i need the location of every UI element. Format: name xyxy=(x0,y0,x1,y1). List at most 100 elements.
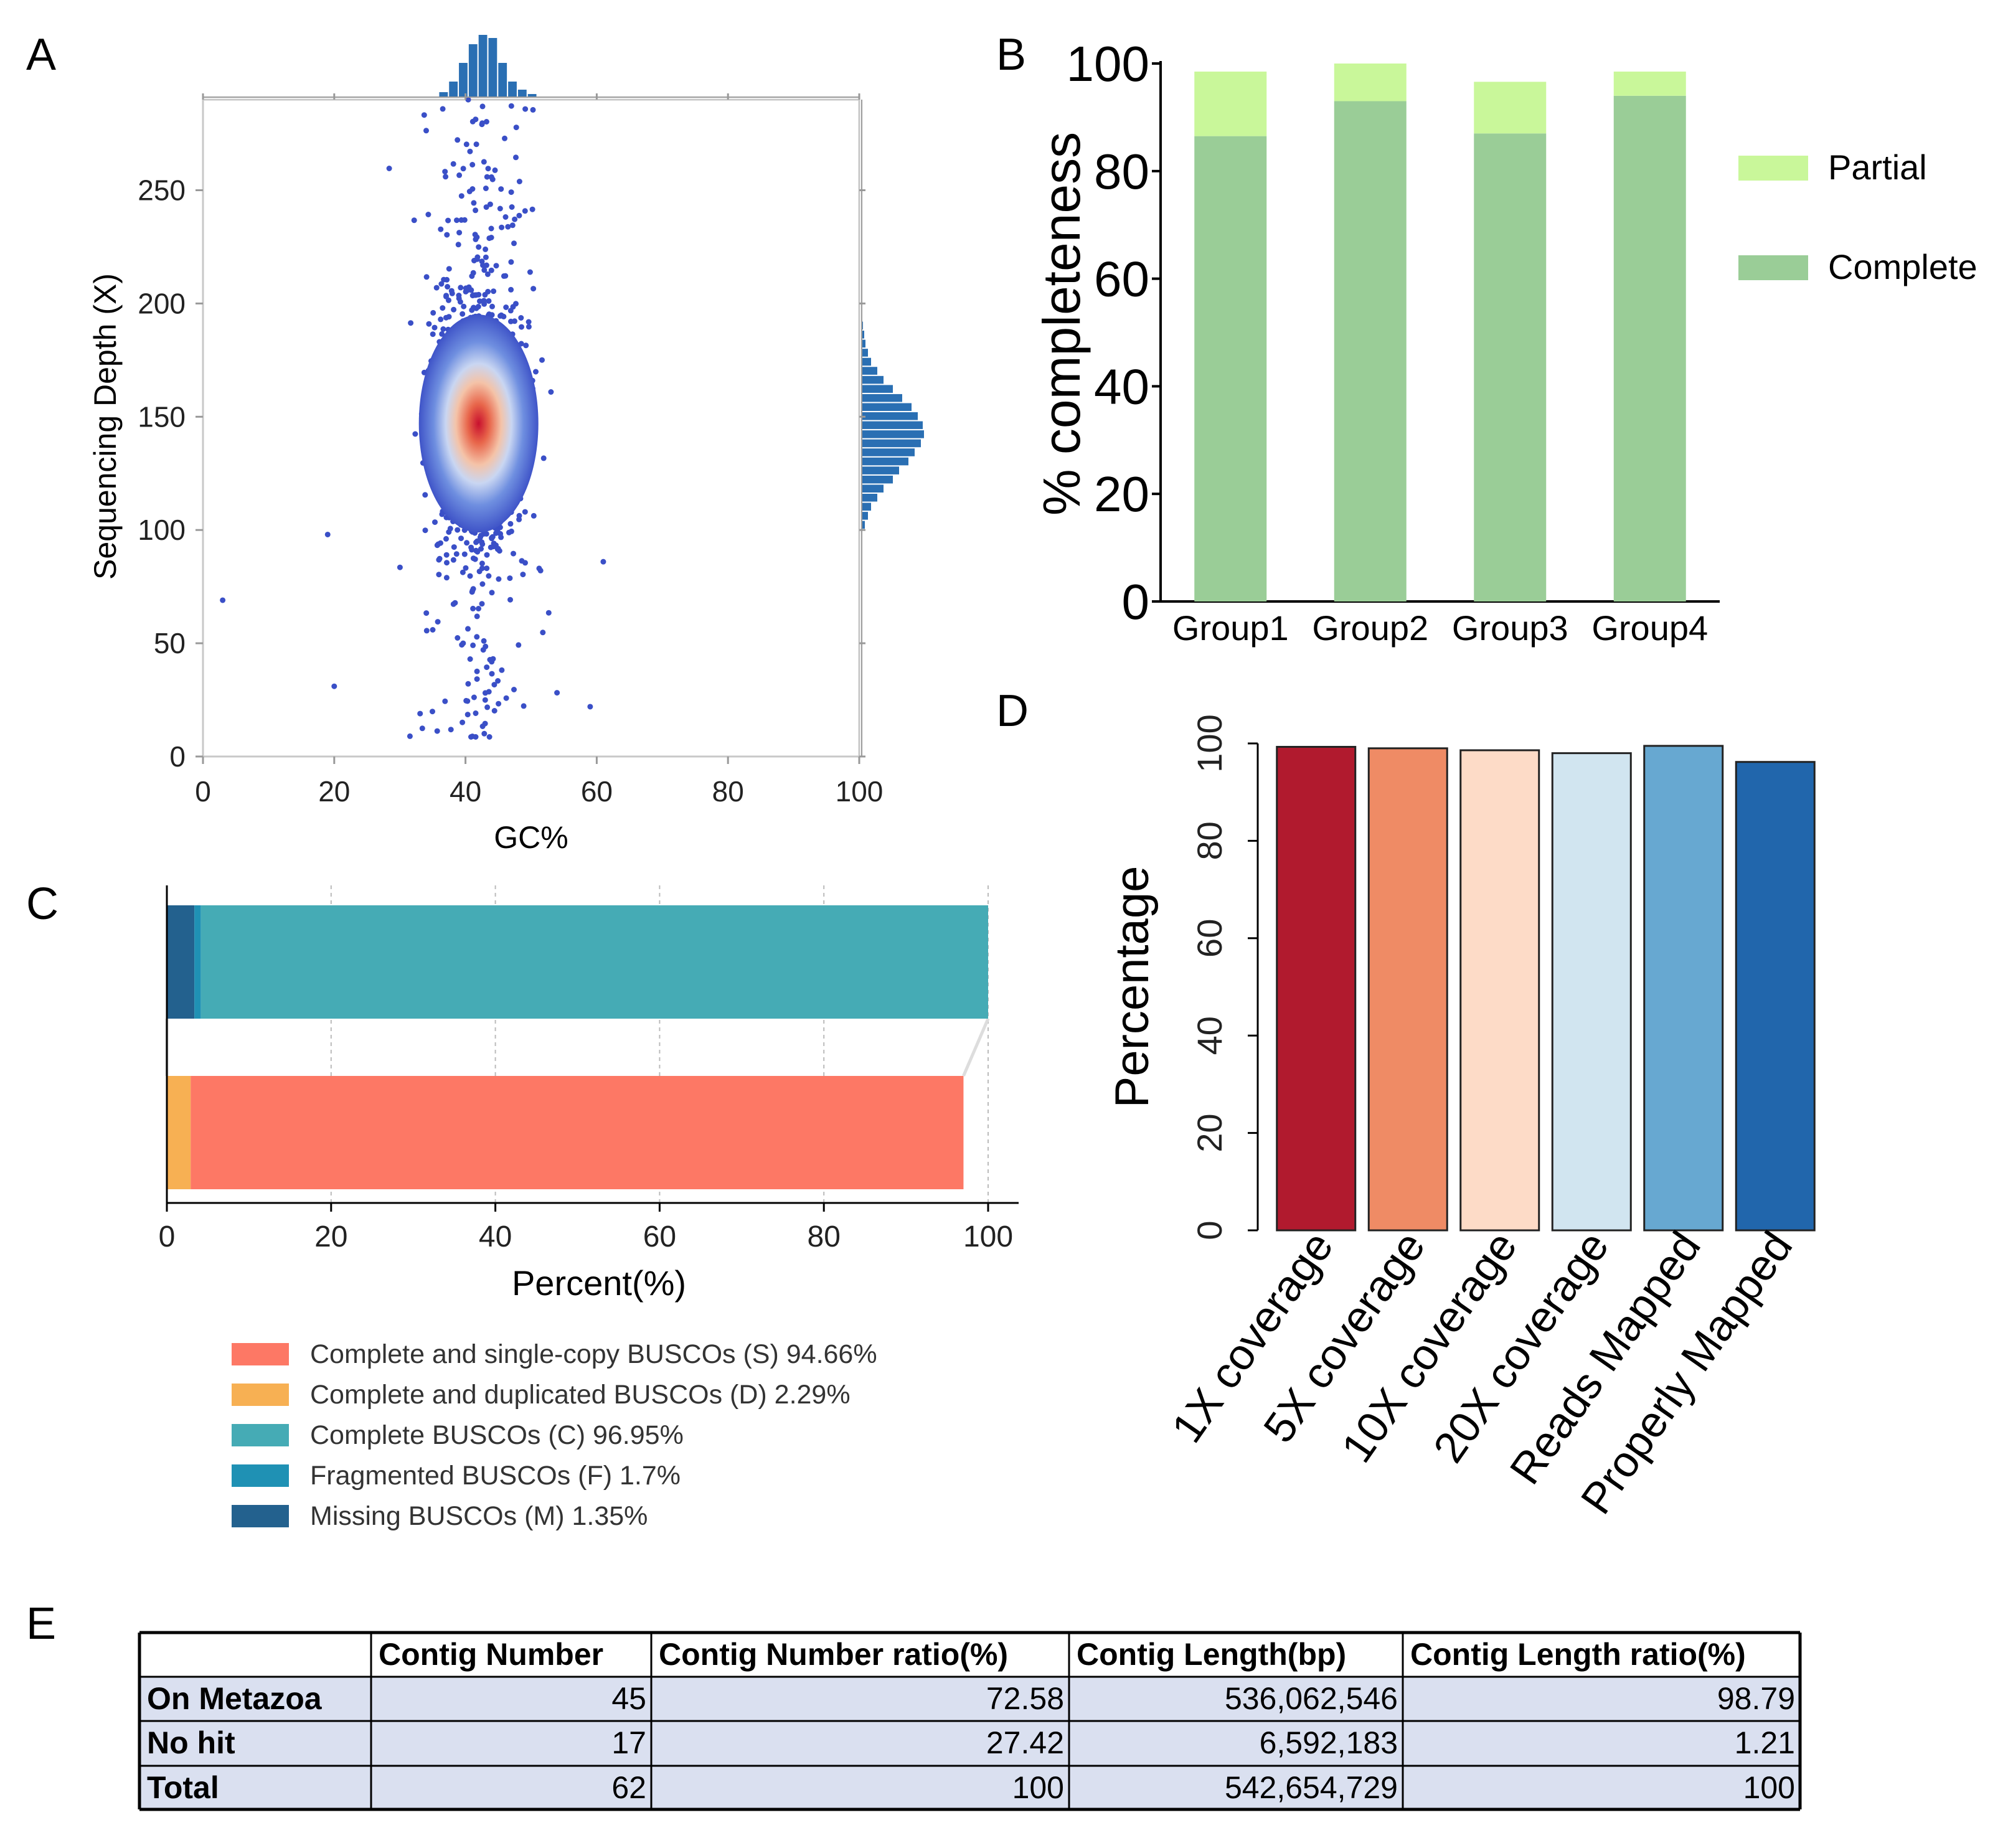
scatter-point xyxy=(498,186,504,192)
y-marginal-histogram xyxy=(861,100,924,757)
y-tick-label: 250 xyxy=(138,174,186,207)
scatter-point xyxy=(508,103,514,109)
scatter-point xyxy=(470,642,476,648)
y-hist-bar xyxy=(862,439,921,448)
panel-a-x-label: GC% xyxy=(494,820,568,855)
scatter-point xyxy=(423,274,430,280)
y-hist-bar xyxy=(862,457,908,466)
table-header-cell: Contig Number xyxy=(379,1637,603,1672)
legend-swatch xyxy=(232,1464,289,1487)
scatter-point xyxy=(440,326,446,332)
y-tick-label: 0 xyxy=(1122,574,1150,629)
x-tick-label: 20 xyxy=(314,1220,347,1253)
scatter-point xyxy=(456,230,463,236)
scatter-point xyxy=(443,535,449,542)
category-label: Group4 xyxy=(1591,608,1708,648)
scatter-point xyxy=(499,667,505,673)
scatter-point xyxy=(453,551,460,557)
y-tick-label: 50 xyxy=(154,627,186,659)
scatter-point xyxy=(518,315,524,321)
table-row-header: No hit xyxy=(147,1725,235,1760)
scatter-point xyxy=(477,298,483,304)
scatter-point xyxy=(470,605,476,611)
scatter-point xyxy=(460,569,466,575)
scatter-point xyxy=(508,528,514,534)
scatter-point xyxy=(489,303,495,309)
scatter-point xyxy=(503,304,509,310)
scatter-point xyxy=(474,549,481,555)
scatter-point xyxy=(548,389,554,395)
y-hist-bar xyxy=(862,331,864,339)
category-label: Group2 xyxy=(1312,608,1428,648)
legend-label: Fragmented BUSCOs (F) 1.7% xyxy=(310,1461,681,1491)
connector-right xyxy=(962,1018,990,1077)
scatter-point xyxy=(465,626,471,632)
y-hist-bar xyxy=(862,494,877,502)
table-cell: 17 xyxy=(611,1725,646,1760)
y-tick-label: 150 xyxy=(138,400,186,433)
panel-c-busco: 0 20 40 60 80 100 Percent(%) Complete and sin… xyxy=(159,885,1019,1531)
scatter-point xyxy=(479,258,485,265)
scatter-point xyxy=(491,682,497,688)
y-hist-bar xyxy=(862,430,924,438)
scatter-point xyxy=(507,521,514,527)
scatter-point xyxy=(455,527,461,533)
y-tick-label: 0 xyxy=(1190,1220,1229,1240)
scatter-point xyxy=(460,719,466,725)
scatter-point xyxy=(496,700,502,707)
scatter-point xyxy=(482,720,488,727)
scatter-point xyxy=(430,331,436,337)
panel-letter-a: A xyxy=(26,30,56,80)
scatter-point xyxy=(474,634,480,640)
panel-b-y-ticks: 0 20 40 60 80 100 xyxy=(1067,36,1161,629)
scatter-point xyxy=(516,642,522,648)
scatter-point xyxy=(435,619,441,625)
scatter-point xyxy=(470,292,476,298)
scatter-point xyxy=(482,690,488,696)
bar-complete-group4 xyxy=(1613,95,1686,602)
scatter-point xyxy=(483,204,489,210)
scatter-point xyxy=(516,179,522,184)
panel-letter-c: C xyxy=(26,879,59,929)
scatter-point xyxy=(397,564,403,570)
scatter-point xyxy=(489,534,496,540)
panel-a-x-ticks: 0 20 40 60 80 100 xyxy=(195,93,883,808)
scatter-point xyxy=(468,734,474,740)
scatter-point xyxy=(587,704,593,710)
table-cell: 62 xyxy=(611,1770,646,1805)
scatter-point xyxy=(470,586,476,592)
density-core xyxy=(418,314,539,533)
scatter-point xyxy=(466,189,473,194)
scatter-point xyxy=(512,216,518,222)
scatter-point xyxy=(488,235,494,240)
scatter-point xyxy=(499,224,505,230)
scatter-point xyxy=(423,128,429,134)
x-tick-label: 100 xyxy=(963,1220,1013,1253)
scatter-point xyxy=(526,324,532,330)
x-tick-label: 80 xyxy=(712,775,744,808)
scatter-point xyxy=(407,733,413,739)
scatter-point xyxy=(445,217,451,224)
table-cell: 100 xyxy=(1743,1770,1795,1805)
scatter-point xyxy=(479,601,485,607)
scatter-point xyxy=(508,259,514,265)
panel-letter-e: E xyxy=(26,1599,56,1649)
panel-letter-b: B xyxy=(996,30,1026,80)
table-cell: 27.42 xyxy=(986,1725,1064,1760)
segment-d xyxy=(167,1076,191,1189)
scatter-point xyxy=(487,201,493,207)
scatter-point xyxy=(460,640,466,646)
scatter-point xyxy=(484,704,491,710)
y-tick-label: 200 xyxy=(138,287,186,319)
scatter-point xyxy=(450,557,456,563)
panel-a-y-ticks: 0 50 100 150 200 250 xyxy=(138,174,865,773)
bar-20x-coverage xyxy=(1551,752,1632,1232)
bar-partial-group1 xyxy=(1194,71,1267,136)
scatter-point xyxy=(455,635,461,641)
scatter-point xyxy=(443,293,449,299)
table-header-cell: Contig Number ratio(%) xyxy=(659,1637,1008,1672)
y-hist-bar xyxy=(862,466,899,474)
y-hist-bar xyxy=(862,512,868,520)
panel-d-bars xyxy=(1276,745,1816,1232)
